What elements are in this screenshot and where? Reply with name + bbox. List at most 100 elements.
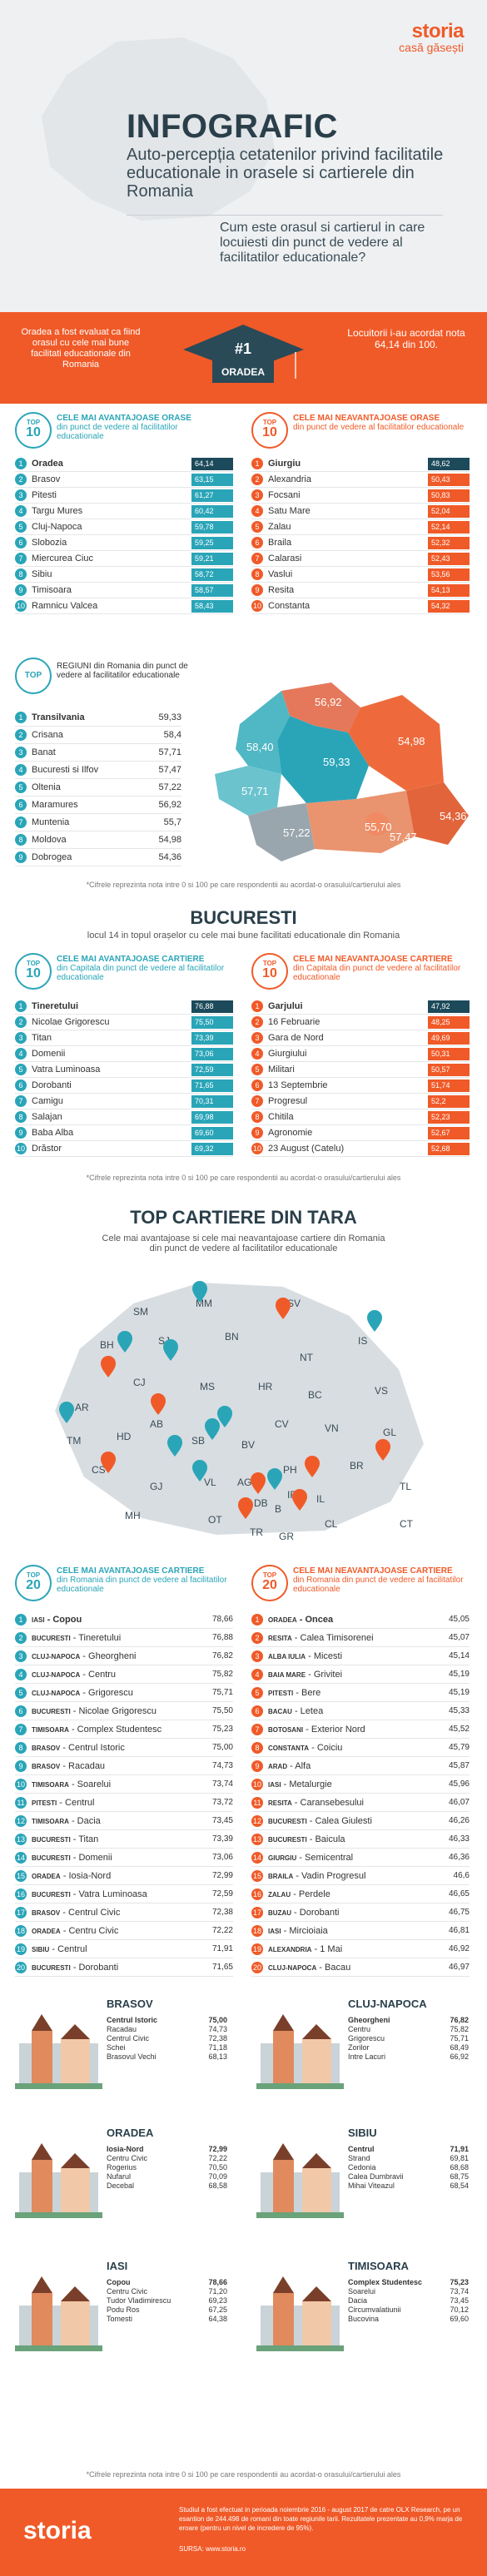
map-pin-icon[interactable] (251, 1472, 266, 1494)
district-name: Dacia (348, 2296, 368, 2305)
item-district: Racadau (68, 1760, 106, 1771)
top20-best-title-rest: din Romania din punct de vedere al facil… (57, 1576, 227, 1594)
best-cities-title-bold: CELE MAI AVANTAJOASE ORASE (57, 414, 191, 423)
map-pin-icon[interactable] (238, 1497, 253, 1519)
item-district: Micesti (313, 1650, 343, 1661)
map-pin-icon[interactable] (217, 1406, 232, 1427)
item-district: Dacia (77, 1815, 101, 1826)
item-city: BRAILA (268, 1872, 294, 1880)
rank-number: 7 (251, 553, 263, 564)
item-name: BACAU - Letea (268, 1706, 440, 1716)
list-item: 3 CLUJ-NAPOCA - Gheorgheni 76,82 (15, 1647, 233, 1665)
item-sep: - (80, 1669, 89, 1680)
region-map-label: 58,40 (246, 741, 274, 753)
list-item: 3 Focsani 50,83 (251, 488, 470, 504)
item-city: PITESTI (268, 1689, 294, 1697)
list-item: 7 BOTOSANI - Exterior Nord 45,52 (251, 1720, 470, 1739)
badge-top-label: TOP (26, 960, 41, 967)
item-district: Tineretului (78, 1632, 122, 1643)
badge-top-label: TOP (26, 419, 41, 426)
item-sep: - (311, 1943, 321, 1954)
district-score: 71,18 (208, 2043, 227, 2052)
region-score: 54,36 (158, 852, 181, 862)
rank-number: 8 (251, 568, 263, 580)
item-score: 54,32 (428, 599, 470, 613)
rank-number: 6 (15, 537, 27, 548)
list-item: 2 Crisana 58,4 (15, 727, 181, 744)
map-pin-icon[interactable] (205, 1418, 220, 1440)
map-pin-icon[interactable] (375, 1439, 390, 1461)
item-sep: - (60, 1907, 69, 1918)
item-city: BUCURESTI (32, 1634, 71, 1642)
map-pin-icon[interactable] (267, 1468, 282, 1490)
map-pin-icon[interactable] (192, 1281, 207, 1303)
list-item: 8 Moldova 54,98 (15, 831, 181, 849)
city-card-title: TIMISOARA (348, 2260, 409, 2272)
item-district: Centru Civic (68, 1925, 119, 1936)
city-card: ORADEA Iosia-Nord 72,99 Centru Civic 72,22 Ro… (8, 2127, 233, 2226)
county-code: BH (100, 1339, 114, 1351)
list-item: 1 Giurgiu 48,62 (251, 456, 470, 472)
worst-bucharest-title-bold: CELE MAI NEAVANTAJOASE CARTIERE (293, 955, 453, 964)
page-subtitle: Auto-percepția cetatenilor privind facil… (127, 146, 444, 201)
item-sep: - (60, 1870, 69, 1881)
item-score: 45,19 (448, 1688, 470, 1697)
rank-number: 15 (251, 1869, 263, 1882)
footer-logo[interactable]: storia (23, 2517, 92, 2544)
item-name: SIBIU - Centrul (32, 1944, 203, 1954)
map-pin-icon[interactable] (367, 1310, 382, 1332)
worst-bucharest-title-rest: din Capitala din punct de vedere al faci… (293, 964, 461, 982)
district-score: 70,12 (450, 2305, 469, 2314)
item-sep: - (49, 1943, 58, 1954)
item-city: BRASOV (32, 1744, 61, 1752)
region-score: 58,4 (163, 730, 181, 740)
list-item: 1 Oradea 64,14 (15, 456, 233, 472)
item-name: Focsani (268, 490, 301, 500)
map-pin-icon[interactable] (192, 1460, 207, 1482)
item-name: Drăstor (32, 1144, 62, 1154)
footer-source-link[interactable]: SURSA: www.storia.ro (179, 2545, 246, 2553)
map-pin-icon[interactable] (151, 1393, 166, 1415)
item-city: BUCURESTI (32, 1890, 71, 1898)
best-cities-title: CELE MAI AVANTAJOASE ORASE din punct de … (57, 414, 227, 441)
map-pin-icon[interactable] (101, 1356, 116, 1377)
region-name: Transilvania (32, 712, 85, 722)
map-pin-icon[interactable] (167, 1435, 182, 1457)
map-pin-icon[interactable] (292, 1489, 307, 1511)
list-item: 2 Alexandria 50,43 (251, 472, 470, 488)
map-pin-icon[interactable] (276, 1298, 291, 1319)
district-name: Copou (107, 2278, 131, 2286)
list-item: 9 BRASOV - Racadau 74,73 (15, 1757, 233, 1775)
item-score: 71,65 (191, 1079, 233, 1092)
item-score: 46,6 (453, 1871, 470, 1880)
list-item: 11 RESITA - Caransebesului 46,07 (251, 1794, 470, 1812)
item-district: 1 Mai (320, 1943, 343, 1954)
footnote-cities: *Cifrele reprezinta nota intre 0 si 100 … (86, 881, 401, 889)
rank-number: 12 (15, 1814, 27, 1827)
rank-number: 7 (15, 1095, 27, 1107)
map-pin-icon[interactable] (101, 1452, 116, 1473)
item-sep: - (70, 1889, 79, 1899)
district-name: Tomesti (107, 2315, 133, 2323)
district-name: Brasovul Vechi (107, 2052, 157, 2061)
top10-badge-best-bucharest: TOP 10 (15, 953, 52, 990)
item-name: TIMISOARA - Soarelui (32, 1779, 203, 1789)
list-item: 4 Giurgiului 50,31 (251, 1046, 470, 1062)
county-code: OT (208, 1514, 222, 1526)
item-score: 52,23 (428, 1110, 470, 1124)
best-bucharest-title-bold: CELE MAI AVANTAJOASE CARTIERE (57, 955, 205, 964)
list-item: 18 ORADEA - Centru Civic 72,22 (15, 1922, 233, 1940)
list-item: 1 IASI - Copou 78,66 (15, 1611, 233, 1629)
map-pin-icon[interactable] (117, 1331, 132, 1353)
brand-logo[interactable]: storia casă găsești (399, 20, 464, 54)
region-name: Maramures (32, 800, 78, 810)
map-pin-icon[interactable] (305, 1456, 320, 1477)
map-pin-icon[interactable] (59, 1402, 74, 1423)
item-score: 48,62 (428, 457, 470, 470)
map-pin-icon[interactable] (163, 1339, 178, 1361)
item-score: 76,88 (211, 1633, 233, 1642)
item-score: 46,26 (448, 1816, 470, 1825)
rank-number: 9 (15, 1127, 27, 1139)
item-score: 73,06 (191, 1047, 233, 1060)
city-card-title: IASI (107, 2260, 128, 2272)
